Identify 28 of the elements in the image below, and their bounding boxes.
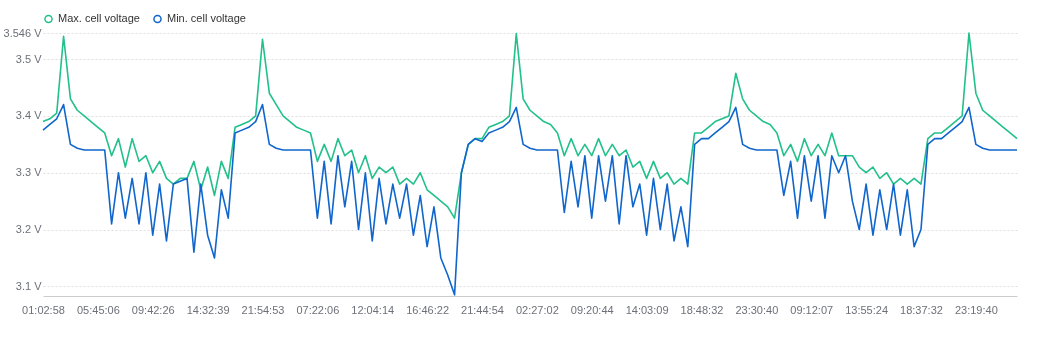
x-tick-label: 05:45:06 bbox=[76, 303, 120, 316]
x-tick-label: 23:30:40 bbox=[735, 303, 779, 316]
x-tick-label: 09:42:26 bbox=[131, 303, 175, 316]
x-tick-label: 18:37:32 bbox=[900, 303, 943, 316]
x-tick-label: 21:54:53 bbox=[241, 303, 285, 316]
x-tick-label: 16:46:22 bbox=[406, 303, 450, 316]
line-series bbox=[42, 103, 1018, 296]
x-tick-label: 21:44:54 bbox=[461, 303, 504, 316]
x-tick-label: 09:12:07 bbox=[790, 303, 834, 316]
x-tick-label: 12:04:14 bbox=[351, 303, 395, 316]
x-tick-label: 07:22:06 bbox=[296, 303, 340, 316]
y-tick-label: 3.2 V bbox=[15, 223, 43, 236]
x-tick-label: 09:20:44 bbox=[570, 303, 614, 316]
x-tick-label: 14:32:39 bbox=[186, 303, 230, 316]
x-tick-label: 02:27:02 bbox=[515, 303, 559, 316]
y-tick-label: 3.4 V bbox=[15, 109, 43, 122]
line-series bbox=[42, 32, 1018, 219]
y-tick-label: 3.1 V bbox=[15, 279, 43, 292]
y-tick-label: 3.546 V bbox=[3, 26, 43, 39]
x-tick-label: 14:03:09 bbox=[625, 303, 669, 316]
y-tick-label: 3.3 V bbox=[15, 166, 43, 179]
x-tick-label: 23:19:40 bbox=[954, 303, 998, 316]
x-tick-label: 18:48:32 bbox=[680, 303, 724, 316]
legend-label: Min. cell voltage bbox=[167, 11, 246, 24]
legend-label: Max. cell voltage bbox=[58, 11, 140, 24]
x-tick-label: 13:55:24 bbox=[845, 303, 889, 316]
y-tick-label: 3.5 V bbox=[15, 52, 43, 65]
x-tick-label: 01:02:58 bbox=[22, 303, 65, 316]
